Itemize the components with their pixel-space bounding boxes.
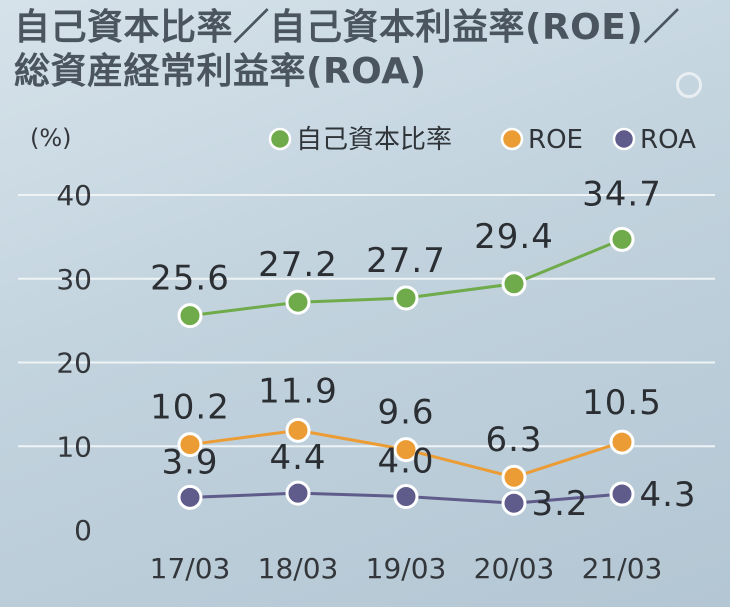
data-label: 9.6 bbox=[377, 393, 434, 433]
data-label: 11.9 bbox=[258, 371, 338, 411]
data-point bbox=[177, 303, 203, 329]
data-label: 27.7 bbox=[366, 241, 446, 281]
y-tick-label: 20 bbox=[56, 347, 92, 380]
data-label: 10.5 bbox=[582, 383, 662, 423]
series-roe: 10.2 11.9 9.6 6.3 10.5 bbox=[150, 371, 662, 490]
data-point bbox=[609, 481, 635, 507]
data-point bbox=[285, 480, 311, 506]
x-tick-label: 20/03 bbox=[474, 552, 555, 585]
data-point bbox=[393, 484, 419, 509]
y-tick-label: 10 bbox=[56, 430, 92, 463]
legend-label: ROA bbox=[640, 125, 696, 155]
data-label: 3.9 bbox=[161, 442, 218, 482]
x-axis: 17/03 18/03 19/03 20/03 21/03 bbox=[150, 552, 663, 585]
x-tick-label: 21/03 bbox=[582, 552, 663, 585]
legend-item-capital-ratio: 自己資本比率 bbox=[268, 125, 452, 155]
data-label: 10.2 bbox=[150, 388, 230, 428]
data-point bbox=[609, 226, 635, 252]
legend-item-roa: ROA bbox=[612, 125, 696, 155]
legend-marker-icon bbox=[612, 127, 636, 151]
data-point bbox=[393, 437, 419, 463]
legend: 自己資本比率 ROE ROA bbox=[268, 125, 696, 155]
data-point bbox=[609, 429, 635, 455]
data-label: 3.2 bbox=[531, 484, 588, 524]
x-tick-label: 19/03 bbox=[366, 552, 447, 585]
series-roa: 3.9 4.4 4.0 3.2 4.3 bbox=[161, 438, 696, 524]
data-point bbox=[501, 271, 527, 297]
data-point bbox=[285, 417, 311, 443]
decorative-circle-icon bbox=[676, 72, 702, 98]
series-capital-ratio: 25.6 27.2 27.7 29.4 34.7 bbox=[150, 174, 662, 329]
data-label: 4.4 bbox=[269, 438, 326, 478]
y-tick-label: 40 bbox=[56, 179, 92, 212]
data-label: 27.2 bbox=[258, 245, 338, 285]
legend-marker-icon bbox=[268, 127, 292, 151]
data-point bbox=[393, 285, 419, 311]
data-label: 4.0 bbox=[377, 442, 434, 482]
y-tick-label: 30 bbox=[56, 263, 92, 296]
y-axis: (%) 0 10 20 30 40 bbox=[30, 124, 92, 547]
legend-item-roe: ROE bbox=[500, 125, 583, 155]
data-label: 29.4 bbox=[474, 217, 554, 257]
grid-lines bbox=[18, 194, 715, 448]
chart-title: 自己資本比率／自己資本利益率(ROE)／ 総資産経常利益率(ROA) bbox=[14, 6, 680, 94]
data-point bbox=[501, 464, 527, 490]
y-tick-label: 0 bbox=[74, 514, 92, 547]
data-label: 6.3 bbox=[485, 420, 542, 460]
chart-title-line-2: 総資産経常利益率(ROA) bbox=[14, 51, 427, 92]
data-point bbox=[501, 490, 527, 516]
data-label: 34.7 bbox=[582, 174, 662, 214]
chart-title-line-1: 自己資本比率／自己資本利益率(ROE)／ bbox=[14, 7, 680, 48]
data-point bbox=[177, 432, 203, 458]
series-group: 25.6 27.2 27.7 29.4 34.7 10.2 11.9 9.6 6.3 10.5 3.… bbox=[150, 174, 696, 524]
y-axis-unit-label: (%) bbox=[30, 124, 72, 152]
data-point bbox=[285, 289, 311, 315]
x-tick-label: 18/03 bbox=[258, 552, 339, 585]
x-tick-label: 17/03 bbox=[150, 552, 231, 585]
data-label: 25.6 bbox=[150, 259, 230, 299]
legend-label: ROE bbox=[528, 125, 583, 155]
data-label: 4.3 bbox=[639, 475, 696, 515]
legend-marker-icon bbox=[500, 127, 524, 151]
legend-label: 自己資本比率 bbox=[296, 125, 452, 155]
data-point bbox=[177, 484, 203, 510]
